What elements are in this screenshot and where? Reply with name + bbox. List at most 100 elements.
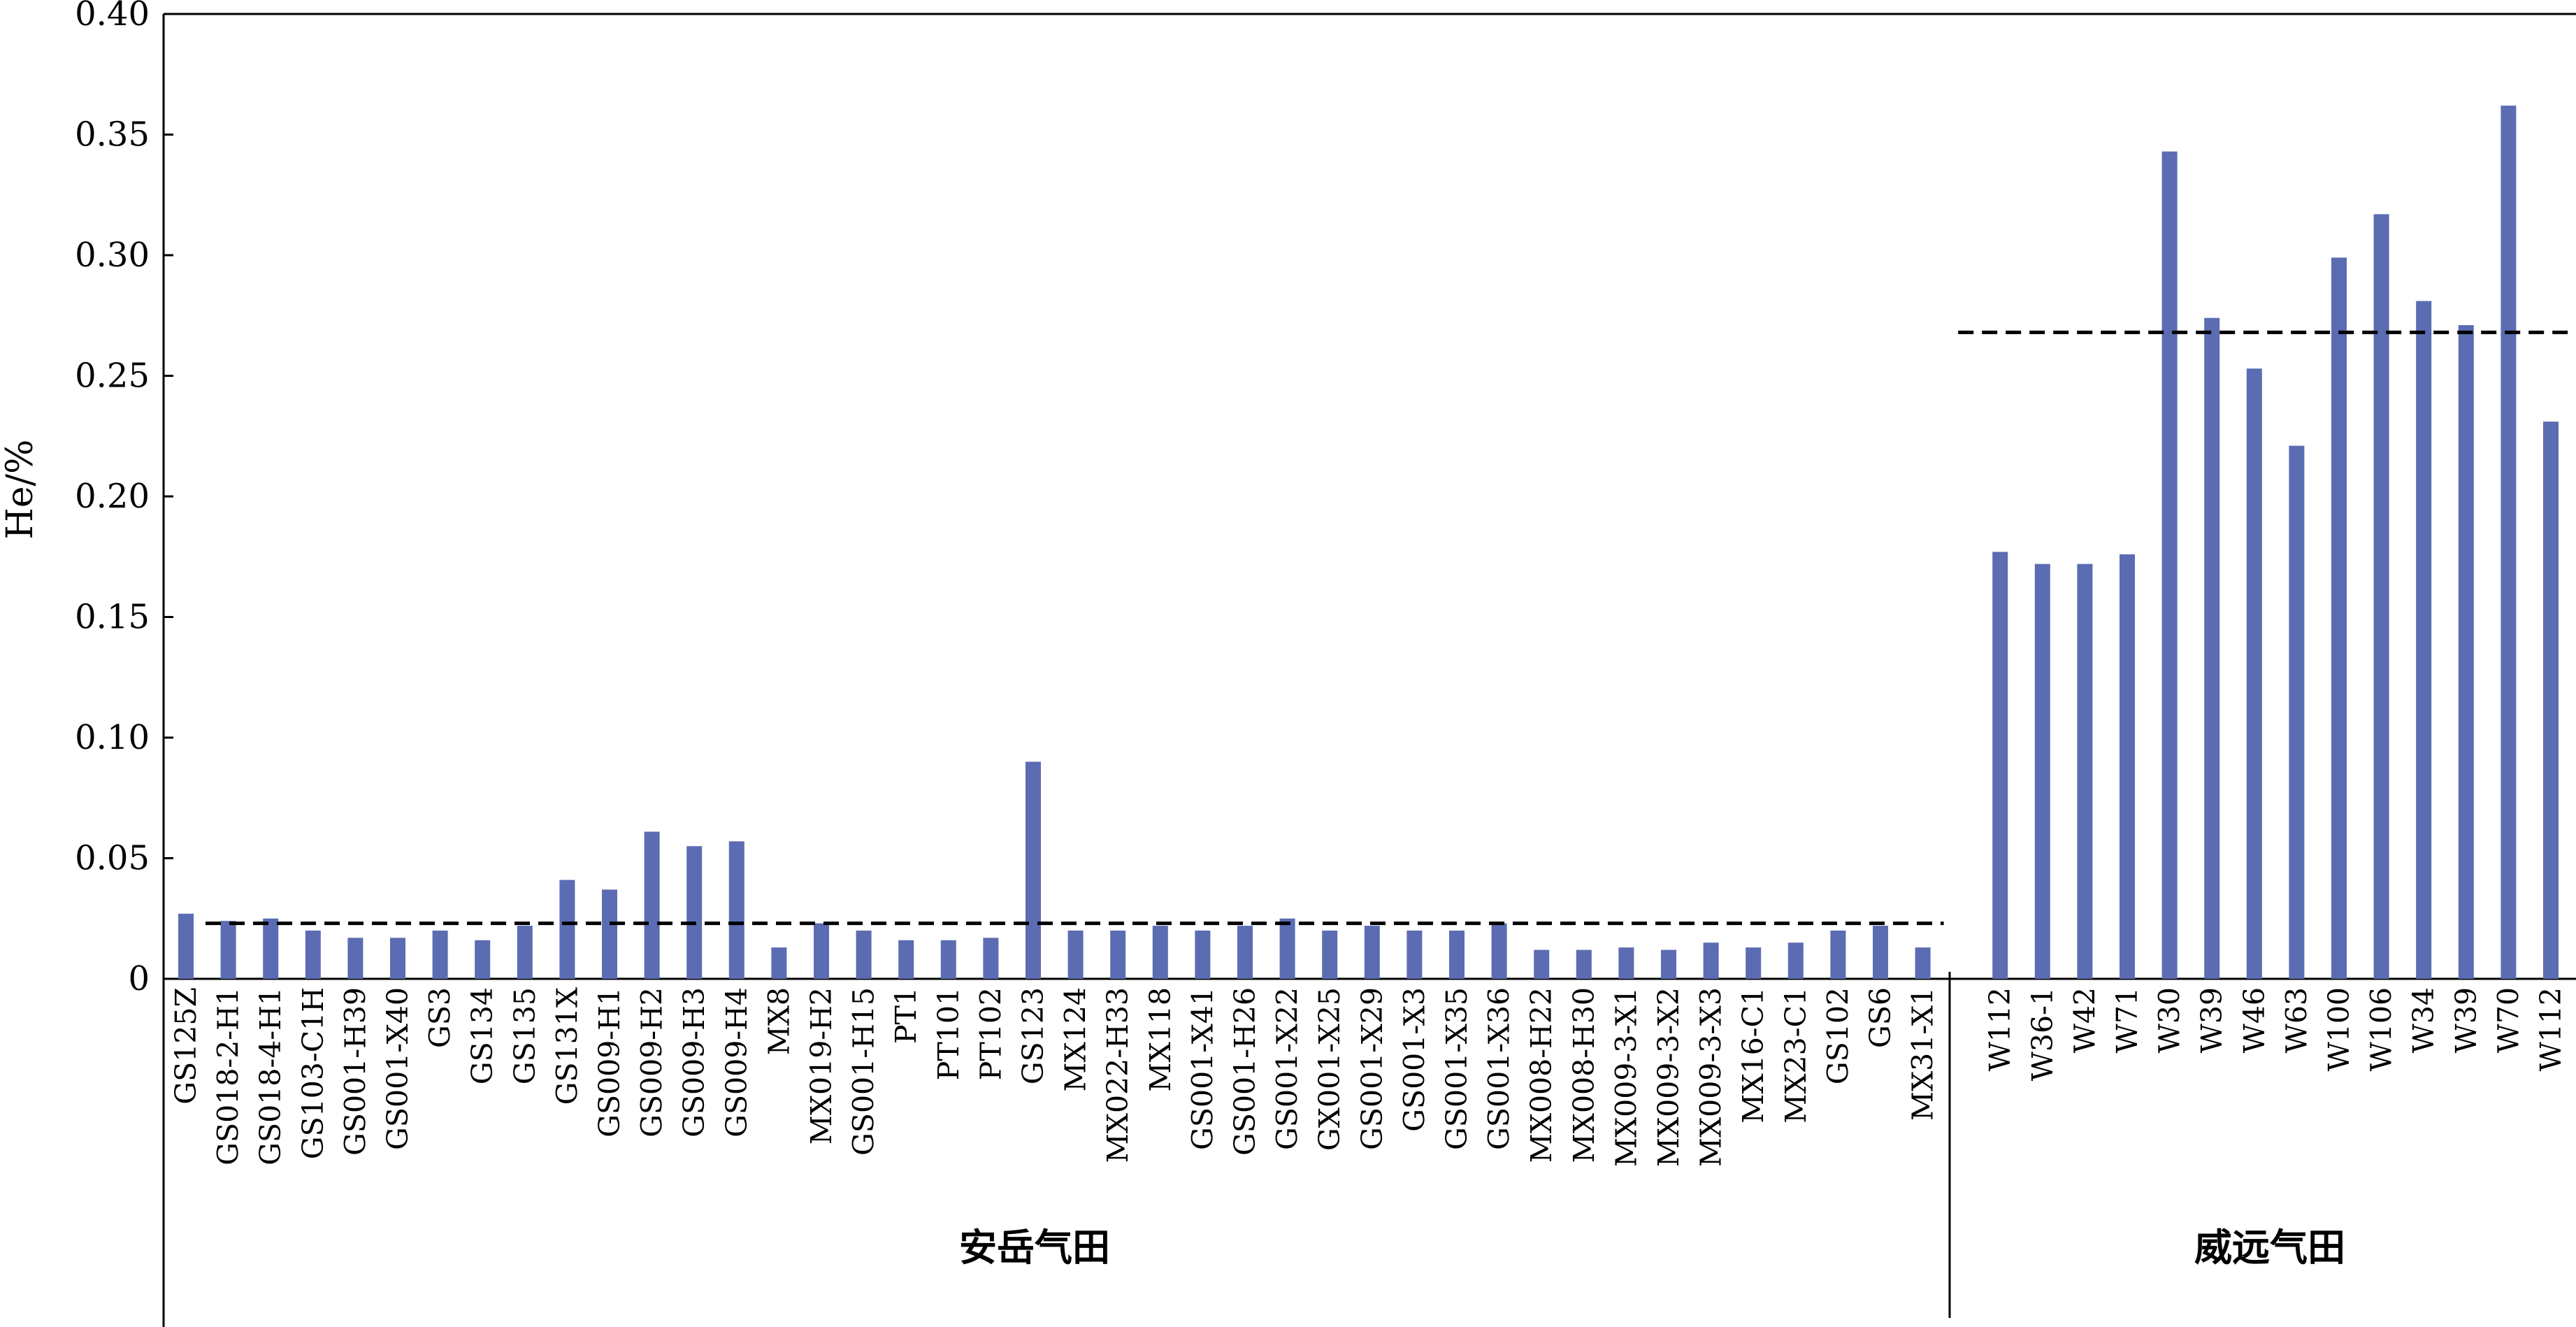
bar	[644, 831, 660, 979]
bar	[1661, 949, 1676, 979]
y-tick-label: 0.05	[75, 839, 150, 878]
bar	[1406, 931, 1423, 979]
bar	[220, 921, 236, 979]
bar	[686, 846, 703, 979]
x-tick-label: GS009-H3	[677, 987, 711, 1138]
x-tick-label: W42	[2068, 987, 2101, 1053]
bar	[305, 931, 321, 979]
bar	[432, 931, 448, 979]
bar	[2246, 368, 2262, 979]
y-tick-label: 0.35	[75, 115, 150, 155]
x-tick-label: W112	[2534, 987, 2568, 1071]
bar	[517, 926, 533, 979]
x-tick-label: W106	[2365, 987, 2398, 1071]
bar	[1110, 931, 1126, 979]
bar	[475, 940, 491, 979]
x-tick-label: W30	[2153, 987, 2187, 1053]
x-tick-label: W63	[2280, 987, 2313, 1053]
bar	[347, 938, 364, 979]
bar	[1992, 552, 2008, 979]
y-tick-label: 0.15	[75, 598, 150, 637]
x-tick-label: MX8	[762, 987, 796, 1055]
x-tick-label: GS009-H1	[593, 987, 626, 1138]
x-tick-label: W100	[2322, 987, 2356, 1071]
bar	[1534, 949, 1550, 979]
bar	[814, 923, 829, 979]
x-tick-label: GS009-H4	[720, 987, 754, 1138]
group-label-weiyuan: 威远气田	[2194, 1225, 2345, 1270]
bar	[1787, 942, 1804, 979]
bar	[1830, 931, 1846, 979]
x-tick-label: GS001-H26	[1228, 987, 1262, 1156]
x-tick-label: W36-1	[2026, 987, 2059, 1081]
x-tick-label: GS001-H39	[338, 987, 372, 1156]
bar	[1576, 949, 1592, 979]
bar	[728, 841, 744, 979]
bar	[178, 913, 194, 979]
bar	[2543, 422, 2559, 979]
x-tick-label: GS135	[508, 987, 542, 1084]
bar	[2120, 554, 2135, 979]
x-tick-label: PT101	[932, 987, 965, 1080]
bar	[2161, 151, 2178, 979]
bar	[2416, 301, 2432, 979]
bar	[1067, 931, 1084, 979]
x-tick-label: GS6	[1864, 987, 1897, 1048]
bar	[1746, 947, 1762, 979]
x-tick-label: GS134	[466, 987, 499, 1084]
x-tick-label: W71	[2110, 987, 2144, 1053]
x-tick-label: MX16-C1	[1736, 987, 1770, 1124]
bar	[983, 938, 999, 979]
y-tick-label: 0.25	[75, 357, 150, 396]
x-tick-label: W46	[2238, 987, 2271, 1053]
bar	[856, 931, 872, 979]
bar	[1195, 931, 1211, 979]
y-tick-label: 0.10	[75, 718, 150, 757]
bar	[1026, 761, 1041, 979]
x-tick-label: PT1	[889, 987, 923, 1044]
x-tick-label: W34	[2407, 987, 2440, 1053]
bar	[1491, 923, 1507, 979]
bar	[1618, 947, 1634, 979]
x-tick-label: GS3	[424, 987, 457, 1048]
x-tick-label: GS131X	[550, 987, 584, 1105]
x-tick-label: W39	[2449, 987, 2483, 1053]
bar	[2501, 106, 2517, 980]
bar	[2331, 257, 2347, 980]
bar	[1915, 947, 1931, 979]
x-tick-label: GS009-H2	[635, 987, 669, 1138]
y-tick-label: 0	[128, 959, 150, 998]
x-tick-label: W39	[2195, 987, 2229, 1053]
bar	[1237, 926, 1253, 979]
bar	[1873, 926, 1888, 979]
x-tick-label: MX31-X1	[1906, 987, 1940, 1121]
bar	[771, 947, 787, 979]
x-tick-label: GS018-2-H1	[212, 987, 245, 1165]
bar	[2034, 564, 2050, 979]
x-tick-label: W70	[2491, 987, 2525, 1053]
x-tick-label: GS001-X36	[1483, 987, 1516, 1150]
bar	[1703, 942, 1719, 979]
bar	[2458, 325, 2474, 979]
bar	[1449, 931, 1465, 979]
bar	[2373, 214, 2389, 980]
x-tick-label: GS001-X22	[1271, 987, 1304, 1150]
x-tick-label: MX124	[1059, 987, 1093, 1091]
reference-lines	[206, 330, 2569, 926]
x-tick-label: MX009-3-X3	[1694, 987, 1728, 1167]
x-tick-label: GS102	[1821, 987, 1855, 1084]
bar	[2077, 564, 2093, 979]
bar	[559, 880, 575, 979]
y-tick-label: 0.20	[75, 477, 150, 516]
x-tick-label: MX008-H30	[1567, 987, 1601, 1163]
x-tick-label: GS001-X40	[381, 987, 415, 1150]
bar	[898, 940, 914, 979]
tick-labels: 0 0.05 0.10 0.15 0.20 0.25 0.30 0.35 0.40 GS125Z G…	[75, 0, 2568, 1167]
x-tick-label: MX008-H22	[1525, 987, 1558, 1163]
x-tick-label: GS001-X35	[1440, 987, 1474, 1150]
bar	[390, 938, 405, 979]
x-tick-label: GS001-X41	[1186, 987, 1219, 1150]
bar	[602, 889, 617, 979]
y-tick-label: 0.30	[75, 236, 150, 275]
